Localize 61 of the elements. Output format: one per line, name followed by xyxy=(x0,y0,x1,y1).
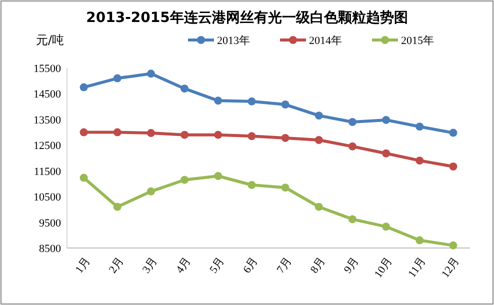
point xyxy=(449,128,458,137)
y-axis-title: 元/吨 xyxy=(36,33,64,47)
point xyxy=(348,118,356,126)
point xyxy=(348,215,356,224)
x-tick-label: 12月 xyxy=(440,255,462,280)
x-tick-label: 9月 xyxy=(342,255,362,276)
y-tick-label: 15500 xyxy=(34,63,62,75)
point xyxy=(382,222,390,231)
point xyxy=(248,97,256,106)
point xyxy=(314,202,323,211)
point xyxy=(382,116,390,124)
point xyxy=(248,132,256,140)
y-tick-label: 8500 xyxy=(39,243,62,255)
y-tick-label: 11500 xyxy=(34,166,62,178)
point xyxy=(214,172,222,180)
x-tick-label: 1月 xyxy=(73,255,93,276)
x-tick-label: 10月 xyxy=(372,255,395,280)
legend-label: 2013年 xyxy=(217,35,250,47)
x-tick-label: 6月 xyxy=(241,255,260,276)
x-tick-label: 7月 xyxy=(274,255,294,276)
point xyxy=(348,142,356,150)
x-tick-label: 2月 xyxy=(106,255,126,276)
point xyxy=(281,184,290,192)
point xyxy=(80,174,88,182)
y-tick-label: 12500 xyxy=(34,140,62,152)
x-tick-label: 4月 xyxy=(174,255,194,276)
x-tick-label: 3月 xyxy=(140,255,160,276)
x-tick-label: 5月 xyxy=(208,255,227,276)
point xyxy=(113,128,122,136)
point xyxy=(416,236,424,244)
point xyxy=(113,202,122,211)
point xyxy=(80,83,88,92)
point xyxy=(449,241,458,250)
point xyxy=(214,96,222,105)
y-tick-label: 9500 xyxy=(39,217,62,230)
point xyxy=(80,128,88,136)
point xyxy=(180,176,189,184)
point xyxy=(314,112,323,120)
point xyxy=(449,162,458,170)
x-tick-label: 8月 xyxy=(308,255,328,276)
point xyxy=(248,181,256,189)
y-tick-label: 14500 xyxy=(34,88,62,101)
point xyxy=(214,130,222,139)
point xyxy=(281,134,290,142)
point xyxy=(382,149,390,158)
point xyxy=(180,84,189,93)
legend-label: 2014年 xyxy=(309,35,342,47)
point xyxy=(416,156,424,165)
point xyxy=(146,129,155,138)
y-tick-label: 10500 xyxy=(34,192,62,204)
point xyxy=(314,136,323,144)
point xyxy=(146,70,155,78)
legend-label: 2015年 xyxy=(401,35,434,47)
point xyxy=(113,74,122,82)
y-tick-label: 13500 xyxy=(34,114,62,126)
point xyxy=(146,187,155,196)
x-tick-label: 11月 xyxy=(406,255,428,280)
point xyxy=(416,122,424,131)
point xyxy=(281,100,290,109)
point xyxy=(180,130,189,139)
chart-title: 2013-2015年连云港网丝有光一级白色颗粒趋势图 xyxy=(86,10,408,26)
